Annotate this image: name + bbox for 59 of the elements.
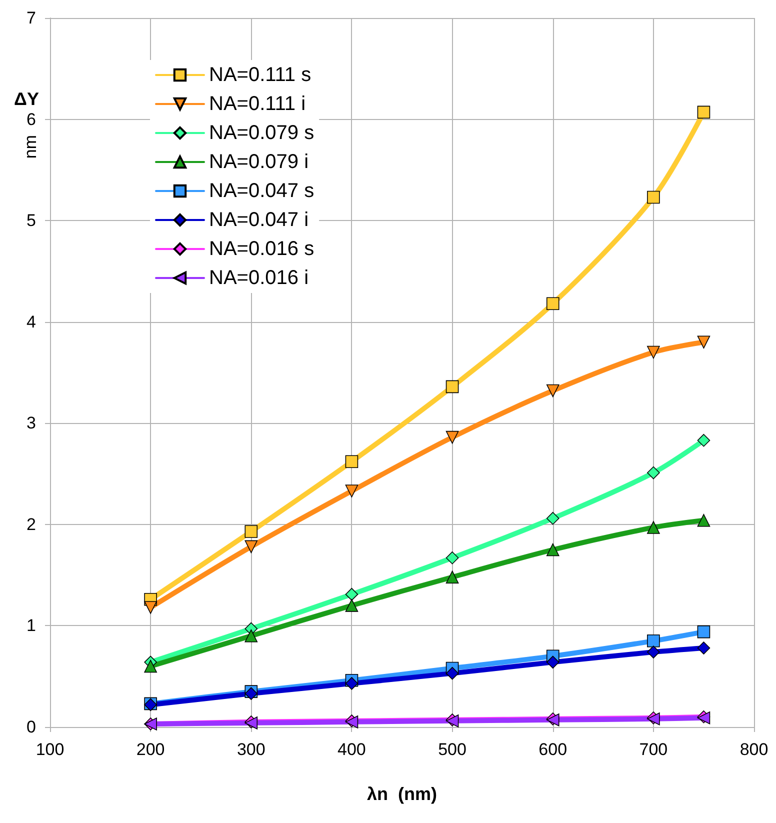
x-tick-label: 500 — [438, 740, 466, 759]
y-tick-label: 6 — [26, 110, 36, 129]
legend-label: NA=0.016 s — [209, 238, 314, 260]
point — [546, 512, 560, 525]
point — [697, 336, 710, 349]
point — [244, 629, 258, 642]
point — [697, 106, 710, 119]
point — [244, 540, 258, 554]
x-tick-label: 200 — [136, 740, 165, 759]
point — [647, 190, 660, 204]
legend-label: NA=0.047 i — [209, 209, 309, 231]
legend-label: NA=0.079 s — [209, 122, 314, 144]
y-axis-title: ΔY — [14, 89, 39, 109]
y-tick-label: 0 — [26, 718, 36, 736]
point — [697, 514, 710, 527]
y-tick-label: 4 — [26, 312, 36, 332]
point — [345, 455, 358, 468]
point — [446, 570, 459, 584]
point — [697, 642, 710, 654]
x-tick-label: 300 — [236, 740, 266, 759]
point — [345, 588, 358, 601]
x-tick-label: 100 — [36, 740, 64, 759]
point — [144, 601, 157, 614]
legend-label: NA=0.016 i — [209, 267, 309, 289]
point — [144, 660, 157, 673]
x-axis-title: λn (nm) — [367, 784, 437, 804]
legend-label: NA=0.111 i — [209, 93, 306, 115]
y-tick-label: 5 — [26, 211, 36, 230]
point — [446, 551, 459, 564]
x-tick-label: 400 — [338, 740, 366, 759]
y-tick-label: 1 — [26, 616, 36, 636]
x-tick-label: 800 — [740, 740, 768, 759]
point — [647, 646, 660, 658]
legend-label: NA=0.079 i — [209, 151, 309, 173]
point — [345, 599, 358, 612]
point — [244, 525, 258, 538]
point — [546, 656, 560, 669]
legend-label: NA=0.111 s — [209, 64, 312, 86]
point — [546, 297, 560, 310]
point — [546, 384, 560, 398]
text: nm — [21, 134, 40, 159]
x-tick-label: 700 — [639, 740, 668, 759]
point — [697, 434, 710, 447]
y-tick-label: 7 — [26, 8, 36, 28]
point — [647, 634, 660, 648]
legend-label: NA=0.047 s — [209, 180, 314, 202]
point — [647, 466, 660, 480]
point — [546, 543, 560, 556]
point — [345, 677, 358, 690]
point — [697, 625, 710, 638]
x-tick-label: 600 — [538, 740, 568, 759]
y-tick-label: 3 — [26, 414, 36, 433]
point — [647, 521, 660, 534]
point — [446, 430, 459, 444]
point — [446, 380, 459, 394]
y-tick-label: 2 — [26, 514, 36, 534]
point — [446, 666, 459, 680]
point — [647, 346, 660, 359]
point — [345, 484, 358, 498]
